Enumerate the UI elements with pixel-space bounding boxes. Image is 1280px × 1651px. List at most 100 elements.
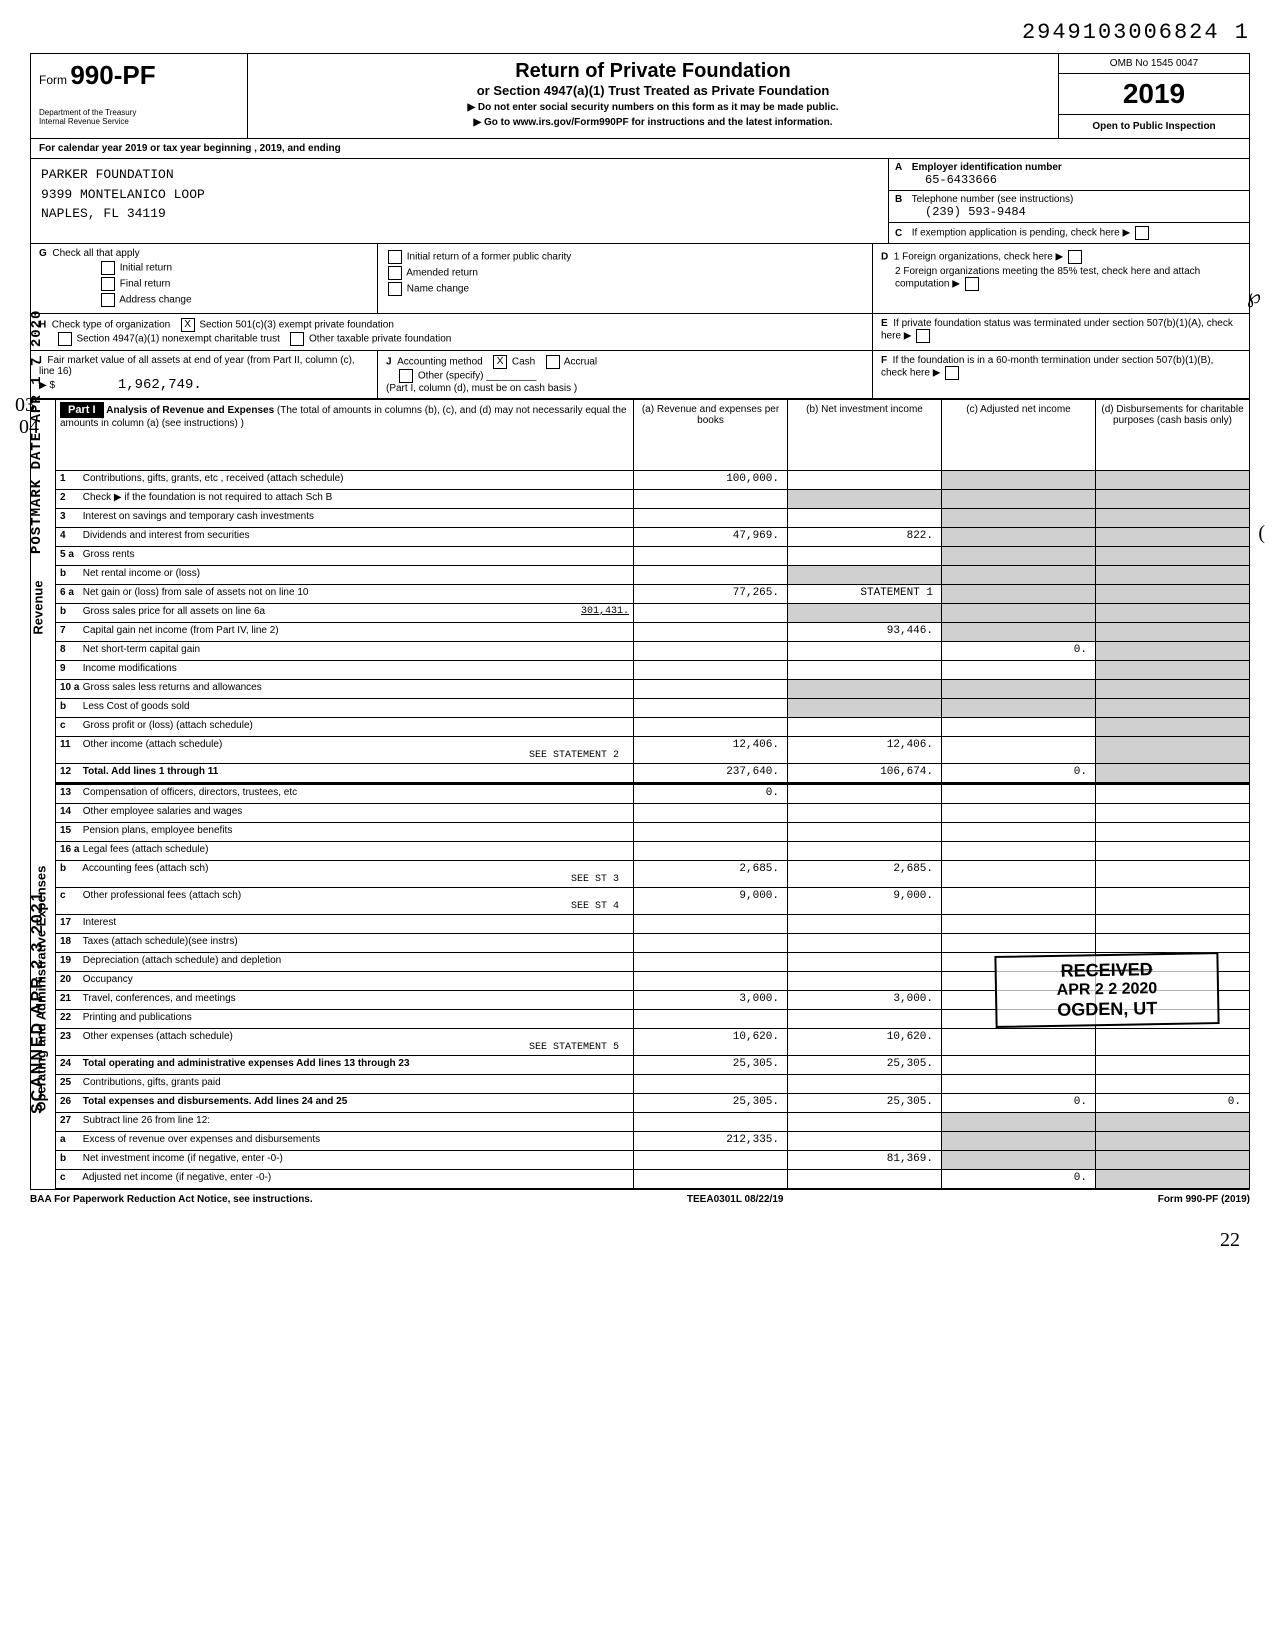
g-initial-pub: Initial return of a former public charit… (407, 252, 572, 263)
row-desc: 11 Other income (attach schedule)SEE STA… (56, 737, 634, 763)
cell-col-a (634, 823, 788, 841)
cell-col-d (1096, 842, 1249, 860)
cell-col-a (634, 1113, 788, 1131)
section-h: H Check type of organization X Section 5… (31, 314, 1249, 351)
cell-col-c (942, 1029, 1096, 1055)
g-label: Check all that apply (52, 248, 139, 259)
chk-initial-pub[interactable] (388, 250, 402, 264)
row-desc: 23 Other expenses (attach schedule)SEE S… (56, 1029, 634, 1055)
i-value: 1,962,749. (58, 377, 202, 393)
chk-amended[interactable] (388, 266, 402, 280)
e-label: If private foundation status was termina… (881, 318, 1233, 342)
cell-col-d (1096, 888, 1249, 914)
cell-col-c: 0. (942, 1094, 1096, 1112)
ein-value: 65-6433666 (895, 173, 1243, 187)
chk-name-change[interactable] (388, 282, 402, 296)
chk-e[interactable] (916, 329, 930, 343)
chk-accrual[interactable] (546, 355, 560, 369)
chk-501c3[interactable]: X (181, 318, 195, 332)
ein-label: Employer identification number (912, 162, 1062, 173)
cell-col-b: 3,000. (788, 991, 942, 1009)
cell-col-d (1096, 1029, 1249, 1055)
chk-d2[interactable] (965, 277, 979, 291)
table-body: Part I Analysis of Revenue and Expenses … (56, 400, 1249, 1189)
cell-col-c (942, 934, 1096, 952)
chk-f[interactable] (945, 366, 959, 380)
cell-col-c (942, 699, 1096, 717)
cell-col-d (1096, 680, 1249, 698)
form-title: Return of Private Foundation (256, 60, 1050, 83)
table-row: 8 Net short-term capital gain0. (56, 642, 1249, 661)
cell-col-b (788, 471, 942, 489)
footer-row: BAA For Paperwork Reduction Act Notice, … (30, 1190, 1250, 1205)
cell-col-b (788, 547, 942, 565)
cell-col-c (942, 680, 1096, 698)
cell-col-d (1096, 528, 1249, 546)
cell-col-b (788, 699, 942, 717)
cell-col-a (634, 934, 788, 952)
cell-col-a: 212,335. (634, 1132, 788, 1150)
cell-col-d (1096, 1113, 1249, 1131)
calendar-year-line: For calendar year 2019 or tax year begin… (31, 139, 1249, 159)
postmark-stamp: POSTMARK DATE APR 1 7 2020 (29, 310, 45, 554)
cell-col-c (942, 604, 1096, 622)
cell-col-d (1096, 585, 1249, 603)
cell-col-c (942, 861, 1096, 887)
section-ijf: I Fair market value of all assets at end… (31, 351, 1249, 400)
cell-col-a (634, 509, 788, 527)
chk-address[interactable] (101, 293, 115, 307)
row-desc: 12 Total. Add lines 1 through 11 (56, 764, 634, 782)
handwriting-paren: ( (1258, 522, 1265, 545)
g-name-change: Name change (407, 284, 469, 295)
chk-initial[interactable] (101, 261, 115, 275)
cell-col-a (634, 1075, 788, 1093)
part1-title: Analysis of Revenue and Expenses (106, 405, 274, 416)
cell-col-b: STATEMENT 1 (788, 585, 942, 603)
cell-col-d (1096, 1170, 1249, 1188)
cell-col-b (788, 642, 942, 660)
table-row: 2 Check ▶ if the foundation is not requi… (56, 490, 1249, 509)
cell-col-c (942, 1113, 1096, 1131)
cell-col-a: 12,406. (634, 737, 788, 763)
filer-block: PARKER FOUNDATION 9399 MONTELANICO LOOP … (31, 159, 1249, 244)
cell-col-d (1096, 737, 1249, 763)
row-desc: b Net investment income (if negative, en… (56, 1151, 634, 1169)
row-desc: 14 Other employee salaries and wages (56, 804, 634, 822)
form-note2: ▶ Go to www.irs.gov/Form990PF for instru… (256, 117, 1050, 128)
form-subtitle: or Section 4947(a)(1) Trust Treated as P… (256, 83, 1050, 98)
cell-col-c: 0. (942, 1170, 1096, 1188)
cell-col-d (1096, 1056, 1249, 1074)
header-left: Form 990-PF Department of the Treasury I… (31, 54, 248, 138)
chk-cash[interactable]: X (493, 355, 507, 369)
table-row: 3 Interest on savings and temporary cash… (56, 509, 1249, 528)
table-row: 24 Total operating and administrative ex… (56, 1056, 1249, 1075)
cell-col-b (788, 842, 942, 860)
table-row: c Gross profit or (loss) (attach schedul… (56, 718, 1249, 737)
chk-d1[interactable] (1068, 250, 1082, 264)
form-prefix: Form (39, 73, 67, 87)
c-checkbox[interactable] (1135, 226, 1149, 240)
form-header: Form 990-PF Department of the Treasury I… (31, 54, 1249, 139)
received-location: OGDEN, UT (1007, 997, 1207, 1021)
cell-col-c (942, 623, 1096, 641)
cell-col-c (942, 509, 1096, 527)
cell-col-d: 0. (1096, 1094, 1249, 1112)
cell-col-c (942, 490, 1096, 508)
cell-col-d (1096, 823, 1249, 841)
cell-col-a: 100,000. (634, 471, 788, 489)
cell-col-d (1096, 490, 1249, 508)
chk-final[interactable] (101, 277, 115, 291)
chk-nonexempt[interactable] (58, 332, 72, 346)
cell-col-a: 9,000. (634, 888, 788, 914)
col-a-head: (a) Revenue and expenses per books (634, 400, 788, 470)
cell-col-b (788, 785, 942, 803)
cell-col-b (788, 1075, 942, 1093)
d2-label: 2 Foreign organizations meeting the 85% … (895, 266, 1200, 290)
table-row: 1 Contributions, gifts, grants, etc , re… (56, 471, 1249, 490)
table-row: c Adjusted net income (if negative, ente… (56, 1170, 1249, 1189)
row-desc: b Gross sales price for all assets on li… (56, 604, 634, 622)
chk-other-tax[interactable] (290, 332, 304, 346)
chk-other-acct[interactable] (399, 369, 413, 383)
cell-col-a: 10,620. (634, 1029, 788, 1055)
cell-col-d (1096, 785, 1249, 803)
